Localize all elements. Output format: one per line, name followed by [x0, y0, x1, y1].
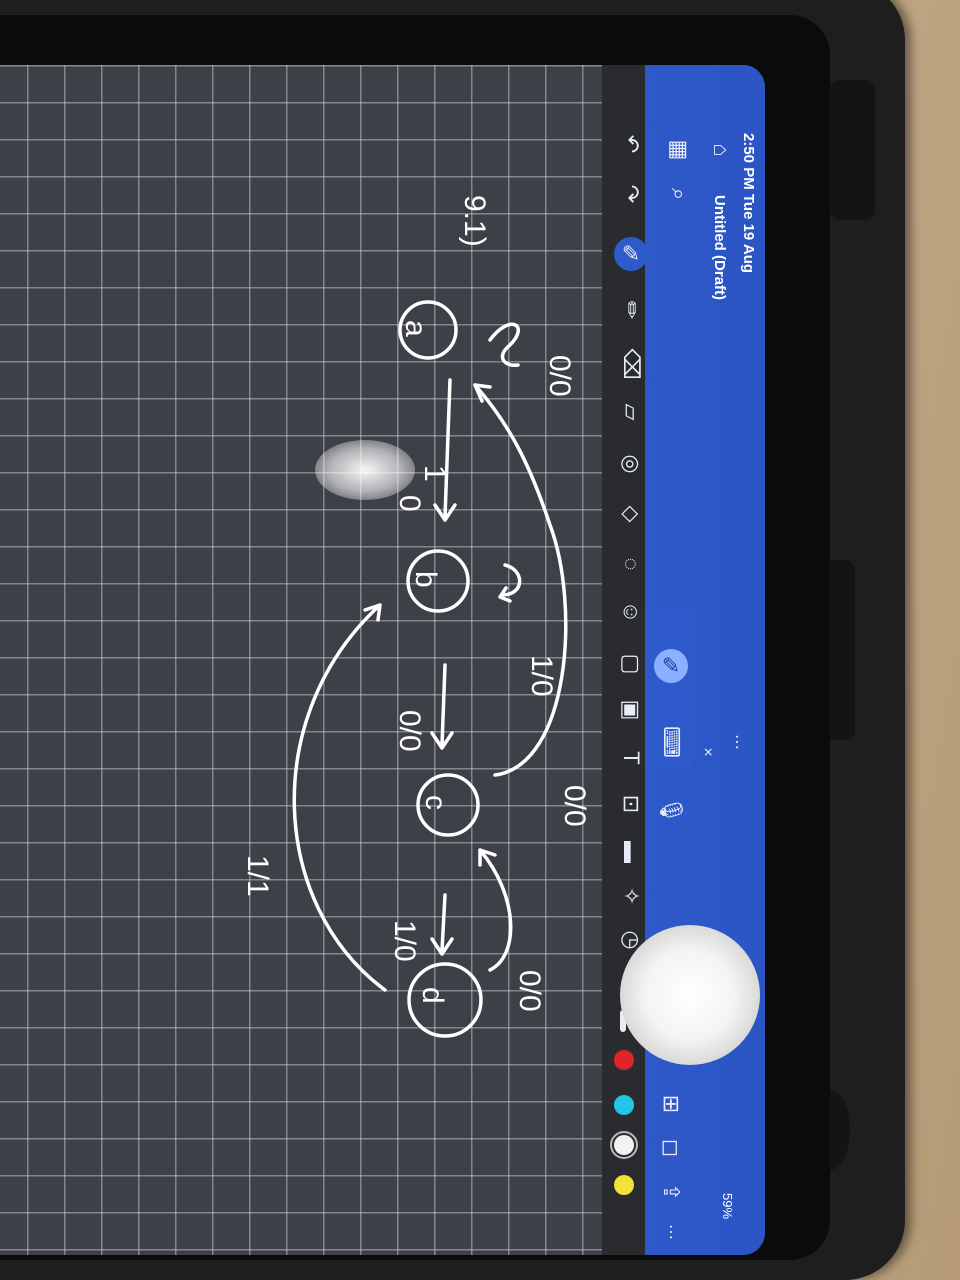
magic-icon[interactable]: ✧ [619, 886, 644, 906]
edge-a-b [433, 378, 457, 522]
transition-b-c: 0/0 [393, 710, 426, 752]
home-icon[interactable]: ⌂ [709, 143, 734, 157]
grid-icon[interactable]: ▦ [667, 139, 692, 161]
note-canvas[interactable] [0, 65, 645, 1255]
transition-c-d: 1/0 [388, 920, 421, 962]
transition-a-b: 0 [393, 495, 426, 512]
tablet-screen: 9.1) a b c d 0/0 1 0 1/0 0/0 0/0 1/0 0/0… [0, 65, 765, 1255]
transition-a-a: 0/0 [543, 355, 576, 397]
transition-d-b: 1/1 [241, 855, 274, 897]
edge-b-c [430, 663, 454, 750]
case-strap-top [830, 80, 875, 220]
highlighter-icon[interactable]: ▱ [619, 403, 644, 421]
redo-icon[interactable]: ↷ [619, 184, 644, 204]
glare-reflection-large [620, 925, 760, 1065]
state-a-circle [398, 300, 458, 360]
state-c-label: c [419, 795, 452, 810]
ruler-icon[interactable]: ▬ [619, 841, 644, 863]
text-icon[interactable]: ▢ [619, 653, 644, 675]
keyboard-icon[interactable]: ⌨ [659, 726, 684, 758]
pen-icon[interactable]: ✎ [614, 237, 648, 271]
transition-d-c: 0/0 [513, 970, 546, 1012]
close-icon[interactable]: × [699, 747, 716, 757]
state-c-circle [416, 773, 480, 837]
camera-icon[interactable]: ▣ [619, 699, 644, 721]
edge-d-c [478, 848, 513, 972]
document-title[interactable]: Untitled (Draft) [711, 195, 728, 300]
share-icon[interactable]: ⇪ [659, 1182, 684, 1202]
edge-c-a [473, 383, 568, 777]
shapes-icon[interactable]: ◇ [619, 505, 644, 523]
lasso-icon[interactable]: ◎ [619, 454, 644, 474]
photo-icon[interactable]: ⊡ [619, 794, 644, 814]
transition-c-a: 0/0 [558, 785, 591, 827]
eraser-icon[interactable]: ⌫ [619, 348, 644, 380]
tablet-bezel: 9.1) a b c d 0/0 1 0 1/0 0/0 0/0 1/0 0/0… [0, 15, 830, 1260]
status-time-date: 2:50 PM Tue 19 Aug [740, 133, 757, 274]
color-red-swatch[interactable] [614, 1050, 634, 1070]
pen-mode-icon[interactable]: ✎ [654, 649, 688, 683]
add-page-icon[interactable]: ⊞ [659, 1094, 684, 1114]
bookmark-icon[interactable]: ◻ [659, 1138, 684, 1158]
transition-a-b-upper: 1 [418, 465, 451, 482]
microphone-icon[interactable]: 🎙 [659, 796, 684, 824]
battery-status: 59% [720, 1193, 735, 1220]
edge-d-b [292, 603, 387, 992]
color-white-swatch[interactable] [614, 1135, 634, 1155]
loop-a [488, 322, 521, 367]
pencil-icon[interactable]: ✏ [619, 300, 644, 320]
color-cyan-swatch[interactable] [614, 1095, 634, 1115]
state-d-label: d [416, 987, 449, 1004]
state-b-label: b [409, 571, 442, 588]
question-label: 9.1) [458, 195, 491, 247]
color-yellow-swatch[interactable] [614, 1175, 634, 1195]
search-icon[interactable]: ⌕ [667, 187, 692, 201]
sticker-icon[interactable]: ◌ [619, 557, 644, 571]
header-tab [645, 610, 695, 770]
transition-b-b: 1/0 [525, 655, 558, 697]
state-b-circle [406, 549, 470, 613]
state-d-circle [407, 962, 483, 1038]
state-a-label: a [399, 320, 432, 337]
image-icon[interactable]: ☺ [619, 600, 644, 624]
handle-dots-icon: ⋯ [728, 734, 745, 750]
loop-b [498, 563, 522, 603]
more-icon[interactable]: ⋯ [662, 1224, 679, 1240]
stroke-width-indicator[interactable] [620, 1010, 626, 1032]
handwritten-diagram: 9.1) a b c d 0/0 1 0 1/0 0/0 0/0 1/0 0/0… [241, 195, 591, 1038]
undo-icon[interactable]: ↶ [619, 134, 644, 154]
text-box-icon[interactable]: T [619, 751, 644, 765]
edge-c-d [430, 893, 454, 956]
glare-reflection-small [315, 440, 415, 500]
